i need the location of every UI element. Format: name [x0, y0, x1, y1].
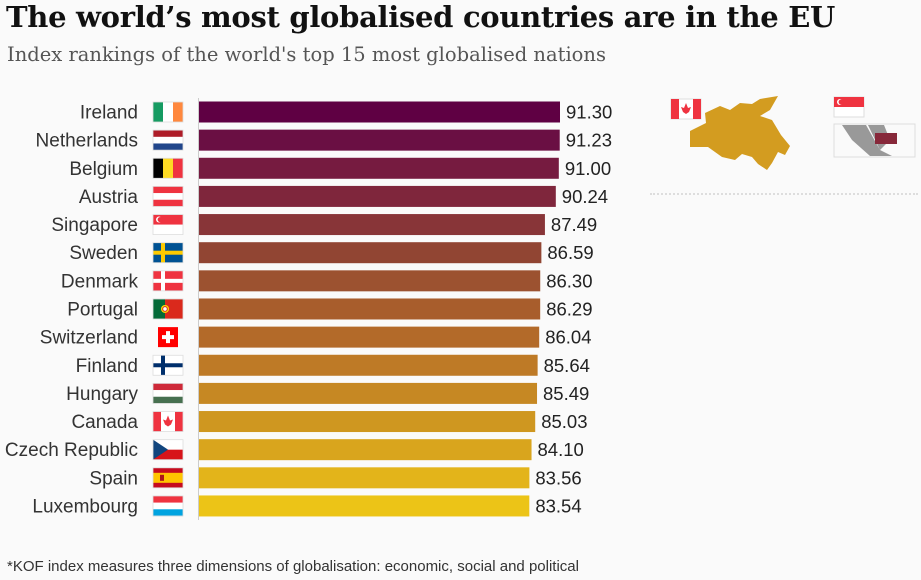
category-label: Portugal — [67, 299, 138, 320]
flag-hungary-icon — [152, 382, 184, 404]
bar-belgium — [199, 157, 559, 179]
flag-denmark-icon — [152, 270, 184, 292]
bar-chart: Ireland 91.30 Netherlands 91.23 Belgium 91.00… — [5, 101, 612, 517]
flag-switzerland-icon — [158, 327, 178, 348]
page-subtitle: Index rankings of the world's top 15 mos… — [7, 43, 606, 66]
bar-finland — [199, 354, 538, 376]
category-label: Canada — [71, 412, 138, 433]
value-label: 91.23 — [566, 130, 612, 151]
category-label: Denmark — [61, 271, 139, 292]
canada-shape — [690, 96, 790, 170]
flag-portugal-icon — [152, 298, 184, 320]
category-label: Sweden — [69, 243, 138, 264]
bar-netherlands — [199, 129, 560, 151]
bar-singapore — [199, 214, 545, 236]
flag-singapore-icon — [152, 214, 184, 235]
value-label: 91.00 — [565, 158, 611, 179]
bar-sweden — [199, 242, 542, 264]
value-label: 85.49 — [543, 383, 589, 404]
flag-belgium-icon — [152, 157, 184, 179]
category-label: Hungary — [66, 384, 138, 405]
bar-portugal — [199, 298, 541, 320]
category-label: Luxembourg — [32, 496, 138, 517]
value-label: 85.03 — [541, 411, 587, 432]
category-label: Switzerland — [40, 328, 138, 349]
bar-spain — [199, 467, 530, 489]
category-label: Ireland — [80, 103, 138, 124]
value-label: 86.29 — [546, 298, 592, 319]
bar-czech-republic — [199, 439, 532, 461]
category-label: Czech Republic — [5, 440, 138, 461]
singapore-map — [833, 96, 916, 158]
flag-canada-icon — [670, 98, 702, 120]
bar-hungary — [199, 382, 538, 404]
flag-netherlands-icon — [152, 129, 184, 151]
flag-sweden-icon — [152, 242, 184, 264]
canada-map — [670, 96, 790, 170]
bar-austria — [199, 185, 556, 207]
value-label: 86.04 — [545, 327, 591, 348]
bar-denmark — [199, 270, 541, 292]
value-label: 83.54 — [535, 495, 581, 516]
bar-luxembourg — [199, 495, 530, 517]
value-label: 91.30 — [566, 102, 612, 123]
value-label: 86.30 — [546, 270, 592, 291]
divider — [650, 193, 918, 195]
flag-ireland-icon — [152, 101, 184, 123]
category-label: Finland — [76, 356, 138, 377]
value-label: 86.59 — [547, 242, 593, 263]
category-label: Belgium — [69, 159, 138, 180]
value-label: 83.56 — [535, 467, 581, 488]
category-label: Singapore — [51, 215, 138, 236]
category-label: Netherlands — [36, 131, 138, 152]
flag-spain-icon — [152, 467, 184, 489]
flag-austria-icon — [152, 186, 184, 207]
footnote: *KOF index measures three dimensions of … — [7, 558, 579, 575]
flag-singapore-icon — [833, 96, 865, 118]
flag-czech-republic-icon — [152, 439, 184, 461]
flag-canada-icon — [152, 411, 184, 432]
singapore-shape — [875, 133, 897, 144]
flag-luxembourg-icon — [152, 495, 184, 517]
axis-line — [198, 98, 199, 520]
page-title: The world’s most globalised countries ar… — [6, 0, 836, 34]
value-label: 85.64 — [544, 355, 590, 376]
bar-switzerland — [199, 326, 540, 348]
value-label: 84.10 — [538, 439, 584, 460]
value-label: 90.24 — [562, 186, 608, 207]
category-label: Austria — [79, 187, 139, 208]
bar-canada — [199, 411, 536, 433]
value-label: 87.49 — [551, 214, 597, 235]
flag-finland-icon — [152, 354, 184, 376]
category-label: Spain — [89, 468, 138, 489]
bar-ireland — [199, 101, 560, 123]
